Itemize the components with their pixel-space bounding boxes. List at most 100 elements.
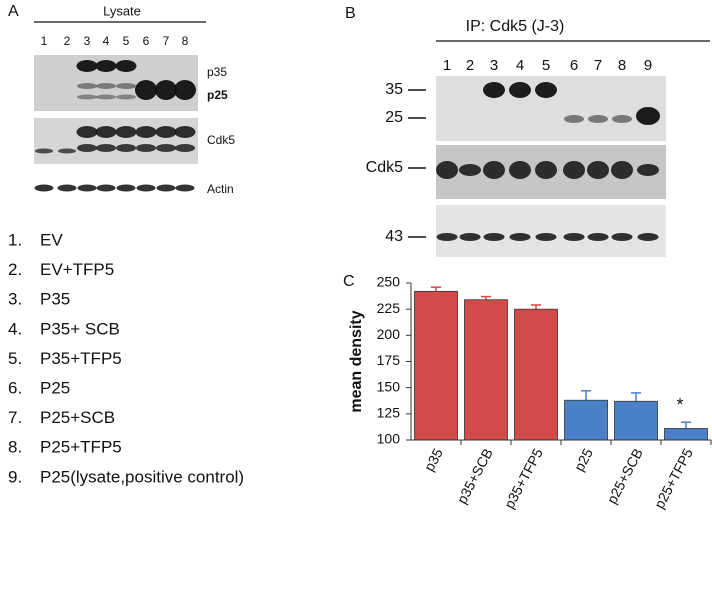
band-label: p25 [207,88,228,102]
blot-band [116,83,136,89]
bar [464,299,508,441]
bar [614,400,658,441]
band-label: Cdk5 [207,133,235,147]
blot-band [155,126,177,138]
legend-number: 9. [8,467,22,486]
y-axis-label: mean density [348,310,365,412]
blot-band [509,82,531,98]
blot-band [175,184,195,192]
legend-text: P25+TFP5 [40,438,122,457]
lane-number: 6 [570,57,578,74]
lane-number: 2 [64,34,71,48]
legend-number: 1. [8,230,22,249]
blot-band [175,144,195,152]
blot-band [483,82,505,98]
bar [564,399,608,441]
y-tick-label: 125 [377,405,401,421]
legend-text: P25+SCB [40,408,115,427]
panel-label: C [343,273,355,290]
blot-band [77,184,97,192]
lane-number: 5 [542,57,550,74]
blot-band [509,161,531,179]
blot-band [34,184,54,192]
blot [436,205,666,257]
blot-band [587,161,609,179]
x-tick-label: p35 [421,445,446,473]
blot-band [611,161,633,179]
blot-band [459,164,481,176]
blot-band [58,148,76,154]
lane-number: 7 [163,34,170,48]
size-marker: Cdk5 [366,159,403,176]
band-label: Actin [207,182,234,196]
blot-band [436,161,458,179]
blot-header: Lysate [103,3,141,18]
panel-label: A [8,3,19,20]
legend-number: 2. [8,260,22,279]
blot-band [77,144,97,152]
blot-band [135,126,157,138]
blot-band [483,161,505,179]
lane-number: 1 [41,34,48,48]
bar [414,290,458,441]
y-tick-label: 225 [377,300,401,316]
x-tick-label: p35+SCB [453,446,495,507]
legend-number: 4. [8,319,22,338]
lane-number: 5 [123,34,130,48]
blot-band [135,80,157,100]
blot-band [95,60,117,72]
blot-band [77,94,97,100]
blot-band [96,94,116,100]
y-tick-label: 175 [377,352,401,368]
x-tick-label: p35+TFP5 [501,445,546,511]
lane-number: 4 [103,34,110,48]
blot-band [156,184,176,192]
lane-number: 6 [143,34,150,48]
legend-number: 8. [8,438,22,457]
legend-text: P25 [40,378,70,397]
legend-text: EV+TFP5 [40,260,114,279]
blot-band [96,184,116,192]
legend-number: 5. [8,349,22,368]
y-tick-label: 150 [377,378,401,394]
blot-band [588,115,608,123]
lane-number: 2 [466,57,474,74]
blot-band [116,184,136,192]
blot-band [155,80,177,100]
blot-band [563,161,585,179]
legend-number: 7. [8,408,22,427]
blot-band [57,184,77,192]
blot-band [459,233,481,241]
blot-band [535,82,557,98]
lane-number: 4 [516,57,524,74]
legend-text: P25(lysate,positive control) [40,467,244,486]
lane-number: 3 [490,57,498,74]
y-tick-label: 100 [377,431,401,447]
x-tick-label: p25+SCB [603,446,645,507]
legend-number: 6. [8,378,22,397]
lane-number: 8 [182,34,189,48]
legend-text: EV [40,230,63,249]
blot-band [174,126,196,138]
blot-band [563,233,585,241]
blot-band [76,126,98,138]
lane-number: 7 [594,57,602,74]
bar [664,428,708,441]
lane-number: 8 [618,57,626,74]
panel-label: B [345,5,356,22]
x-tick-label: p25 [571,445,596,473]
blot-band [174,80,196,100]
blot-band [156,144,176,152]
blot-band [483,233,505,241]
blot-band [637,164,659,176]
blot-band [136,144,156,152]
blot-band [76,60,98,72]
legend-text: P35+ SCB [40,319,120,338]
blot-band [636,107,660,125]
blot-band [116,94,136,100]
blot-band [436,233,458,241]
legend-text: P35 [40,290,70,309]
blot-band [115,60,137,72]
blot-band [96,83,116,89]
